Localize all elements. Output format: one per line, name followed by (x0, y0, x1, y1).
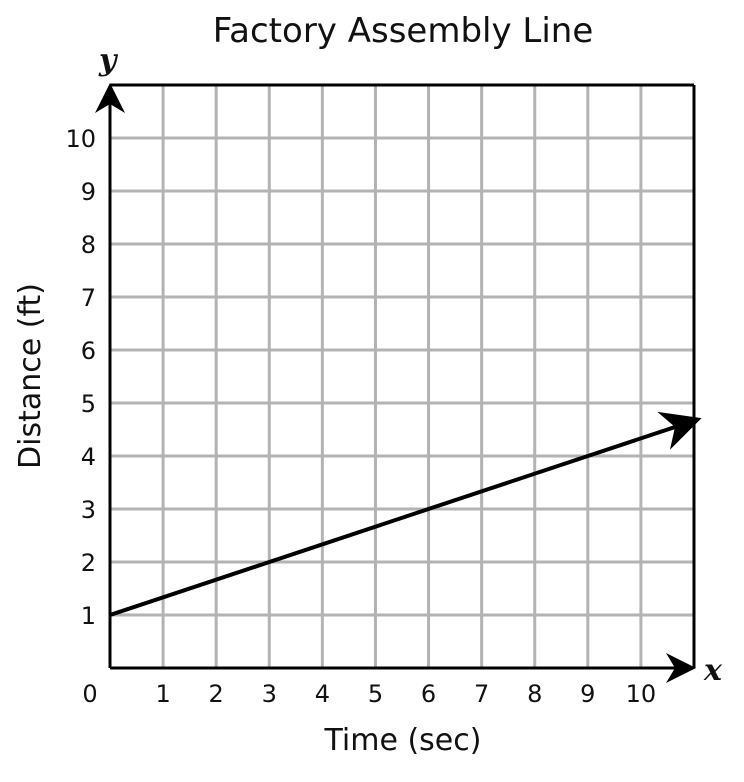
y-tick-label: 8 (81, 231, 96, 259)
x-tick-label: 9 (580, 680, 595, 708)
x-axis-variable: x (703, 653, 723, 688)
x-tick-label: 7 (474, 680, 489, 708)
y-axis-label: Distance (ft) (13, 283, 48, 469)
tick-labels: 1 2 3 4 5 6 7 8 9 10 1 2 3 4 5 6 7 8 9 10 (65, 125, 656, 708)
x-tick-label: 2 (209, 680, 224, 708)
chart-title: Factory Assembly Line (213, 11, 594, 51)
x-tick-label: 1 (155, 680, 170, 708)
x-tick-label: 5 (368, 680, 383, 708)
origin-label: 0 (82, 680, 97, 708)
axes (95, 83, 696, 683)
y-tick-label: 6 (81, 337, 96, 365)
x-tick-label: 8 (527, 680, 542, 708)
y-tick-label: 1 (81, 602, 96, 630)
grid (110, 85, 694, 668)
y-tick-label: 2 (81, 549, 96, 577)
x-tick-label: 4 (315, 680, 330, 708)
x-tick-label: 10 (626, 680, 657, 708)
series-line (109, 411, 702, 617)
y-tick-label: 7 (81, 284, 96, 312)
x-tick-label: 6 (421, 680, 436, 708)
x-axis-label: Time (sec) (324, 723, 482, 758)
y-axis-variable: y (98, 43, 119, 78)
y-tick-label: 10 (65, 125, 96, 153)
x-tick-label: 3 (262, 680, 277, 708)
series (109, 411, 702, 617)
y-tick-label: 3 (81, 496, 96, 524)
y-tick-label: 4 (81, 443, 96, 471)
y-tick-label: 5 (81, 390, 96, 418)
y-tick-label: 9 (81, 178, 96, 206)
